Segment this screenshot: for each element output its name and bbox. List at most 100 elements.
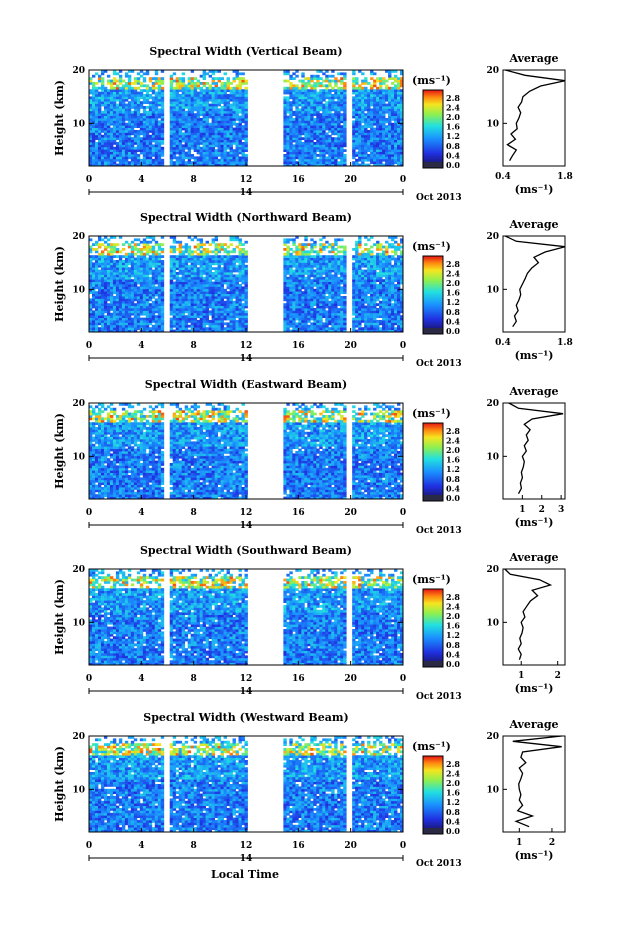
y-tick-label: 20 [72,232,85,242]
x-tick-label: 4 [138,175,144,185]
average-y-tick: 10 [486,452,499,462]
colorbar-tick: 2.4 [446,601,460,611]
colorbar-tick: 2.8 [446,426,460,436]
colorbar-tick: 2.8 [446,759,460,769]
x-tick-label: 0 [400,175,406,185]
colorbar-tick: 2.4 [446,268,460,278]
x-tick-label: 20 [344,508,357,518]
colorbar-unit: (ms⁻¹) [412,74,451,87]
average-title: Average [508,551,558,564]
day-label: 14 [240,687,253,697]
average-x-tick: 2 [555,671,561,681]
colorbar [423,589,443,661]
x-tick-label: 0 [400,508,406,518]
average-x-label: (ms⁻¹) [515,183,554,196]
colorbar-unit: (ms⁻¹) [412,573,451,586]
colorbar-tick: 1.6 [446,621,460,631]
average-x-label: (ms⁻¹) [515,349,554,362]
colorbar [423,756,443,828]
average-y-tick: 20 [486,232,499,242]
average-y-tick: 10 [486,285,499,295]
colorbar-tick: 0.4 [446,816,460,826]
average-x-tick: 1 [518,671,524,681]
average-y-tick: 10 [486,119,499,129]
panel-title: Spectral Width (Northward Beam) [140,211,352,224]
colorbar-tick: 1.6 [446,288,460,298]
x-tick-label: 20 [344,841,357,851]
average-profile-line [508,402,564,495]
colorbar-tick: 0.4 [446,483,460,493]
colorbar-tick: 0.4 [446,649,460,659]
average-title: Average [508,52,558,65]
colorbar-tick: 0.4 [446,150,460,160]
average-x-tick: 2 [549,838,555,848]
colorbar-tick: 1.6 [446,122,460,132]
date-label: Oct 2013 [416,193,462,203]
colorbar-tick: 1.2 [446,297,460,307]
x-tick-label: 0 [86,175,92,185]
colorbar-tick: 2.0 [446,112,460,122]
x-tick-label: 16 [292,175,305,185]
panel-title: Spectral Width (Eastward Beam) [145,378,347,391]
colorbar-tick: 0.4 [446,316,460,326]
average-profile-line [504,235,566,328]
x-tick-label: 12 [240,508,253,518]
x-tick-label: 16 [292,841,305,851]
y-tick-label: 10 [72,119,85,129]
average-y-tick: 10 [486,618,499,628]
average-x-tick: 3 [558,505,564,515]
colorbar-tick: 1.2 [446,797,460,807]
x-tick-label: 16 [292,674,305,684]
x-tick-label: 4 [138,674,144,684]
date-label: Oct 2013 [416,359,462,369]
average-y-tick: 20 [486,732,499,742]
average-y-tick: 20 [486,66,499,76]
average-x-tick: 0.4 [495,338,511,348]
colorbar-unit: (ms⁻¹) [412,740,451,753]
average-frame [502,69,566,167]
colorbar-tick: 2.0 [446,278,460,288]
average-x-label: (ms⁻¹) [515,516,554,529]
x-tick-label: 8 [191,674,197,684]
y-tick-label: 10 [72,452,85,462]
panel-0: Spectral Width (Vertical Beam) 10 20 0 4 8 12 1… [53,45,573,203]
y-axis-label: Height (km) [53,246,66,322]
colorbar-tick: 2.8 [446,259,460,269]
average-profile-line [512,735,562,828]
day-label: 14 [240,854,253,864]
y-tick-label: 10 [72,285,85,295]
colorbar [423,423,443,495]
y-axis-label: Height (km) [53,579,66,655]
y-tick-label: 20 [72,565,85,575]
heatmap-cells [89,403,404,500]
y-axis-label: Height (km) [53,413,66,489]
colorbar-tick: 2.8 [446,93,460,103]
x-tick-label: 0 [86,841,92,851]
colorbar [423,90,443,162]
average-title: Average [508,218,558,231]
average-profile-line [505,69,566,162]
day-label: 14 [240,354,253,364]
average-x-tick: 0.4 [495,172,511,182]
average-x-tick: 1.8 [557,338,573,348]
x-tick-label: 16 [292,508,305,518]
colorbar-tick: 0.8 [446,141,460,151]
y-axis-label: Height (km) [53,746,66,822]
average-title: Average [508,385,558,398]
colorbar-tick: 0.8 [446,807,460,817]
colorbar-tick: 2.0 [446,611,460,621]
date-label: Oct 2013 [416,859,462,869]
colorbar-tick: 1.2 [446,464,460,474]
colorbar-tick: 0.0 [446,326,460,336]
panel-title: Spectral Width (Vertical Beam) [149,45,342,58]
panel-title: Spectral Width (Westward Beam) [143,711,348,724]
x-tick-label: 0 [400,841,406,851]
panel-1: Spectral Width (Northward Beam) 10 20 0 4 8 12… [53,211,573,369]
y-tick-label: 10 [72,618,85,628]
average-y-tick: 20 [486,565,499,575]
day-label: 14 [240,188,253,198]
x-axis-label: Local Time [211,868,279,881]
